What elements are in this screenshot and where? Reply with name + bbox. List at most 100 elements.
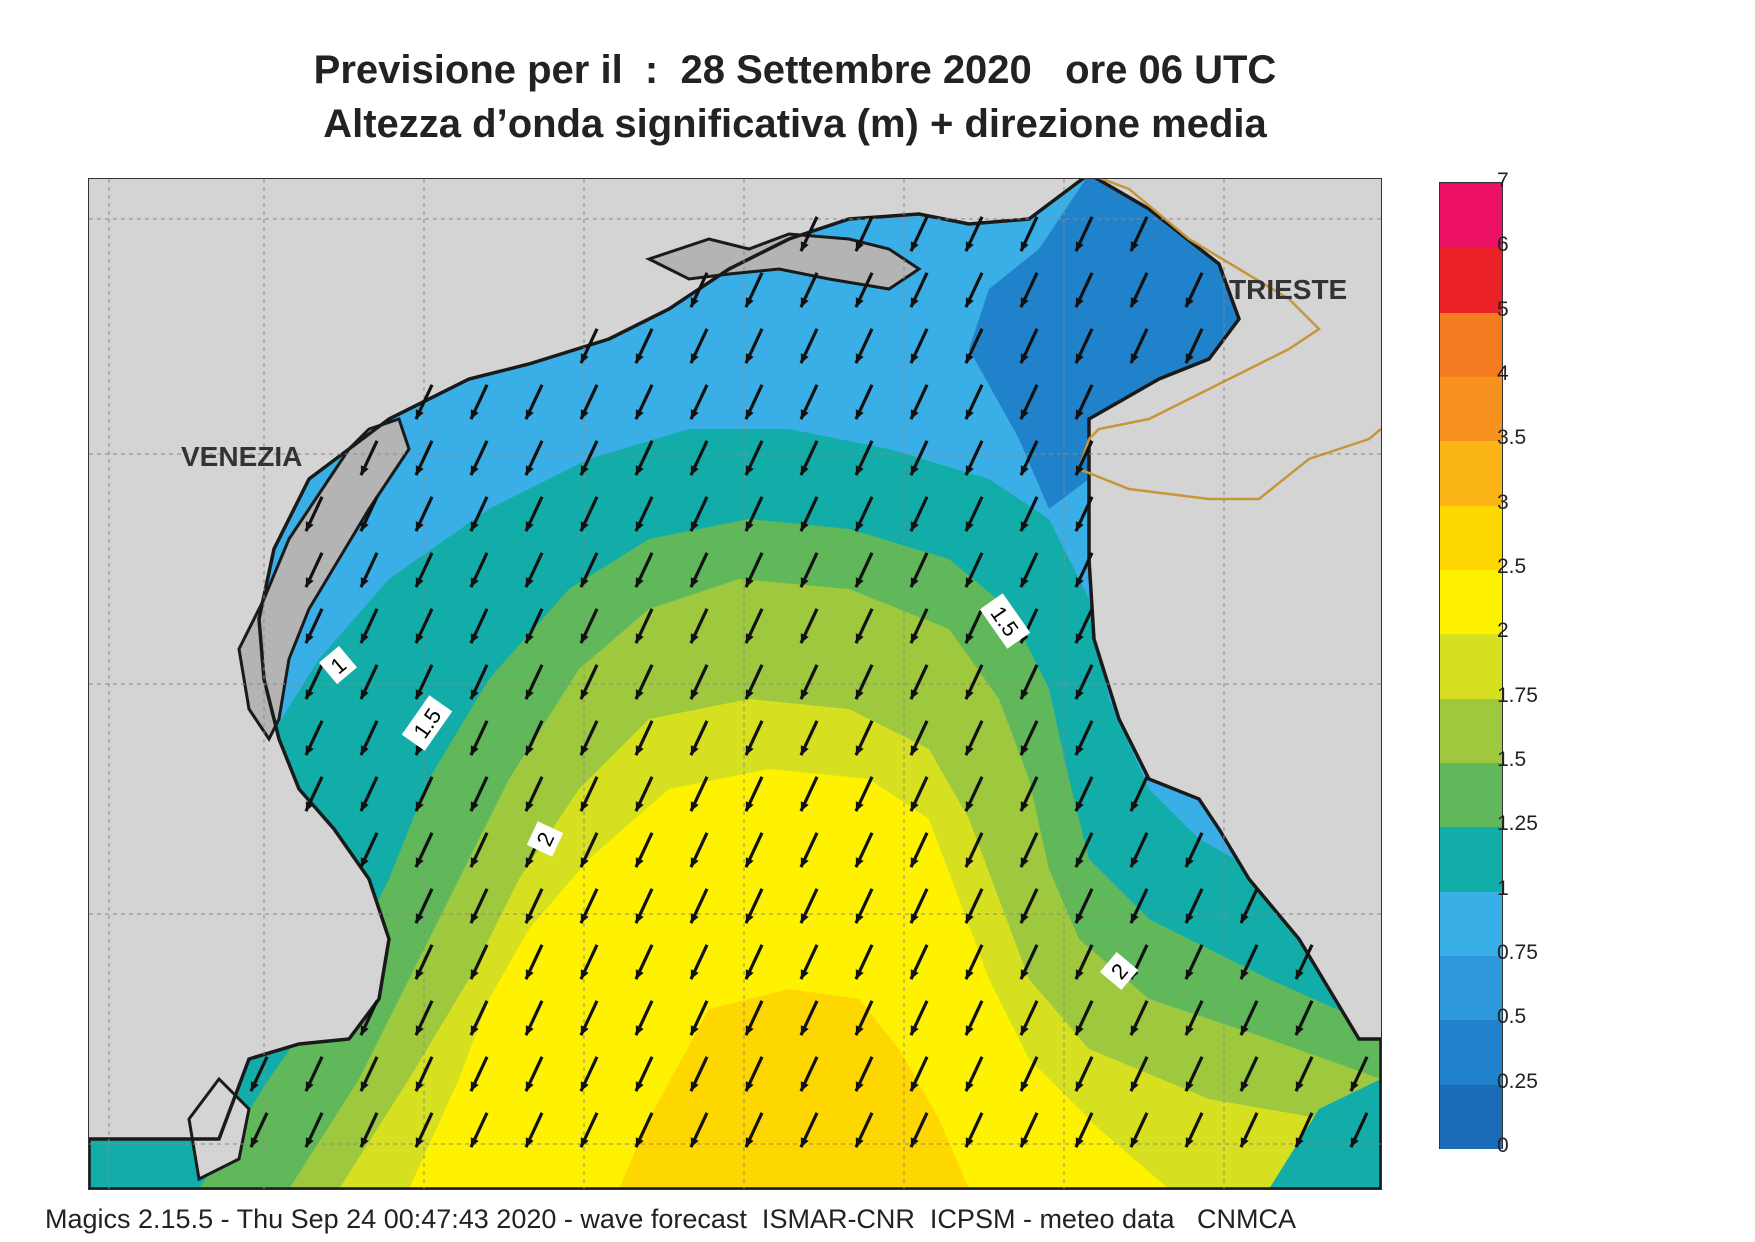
colorbar-tick-label: 0.75 (1497, 941, 1538, 964)
direction-arrow-head (415, 689, 424, 700)
direction-arrow-head (470, 1081, 479, 1092)
direction-arrow-head (360, 577, 369, 588)
direction-arrow-head (745, 297, 754, 308)
direction-arrow-head (1295, 1137, 1304, 1148)
direction-arrow-head (855, 801, 864, 812)
direction-arrow-head (415, 801, 424, 812)
direction-arrow-head (910, 633, 919, 644)
direction-arrow-head (1075, 521, 1084, 532)
direction-arrow-head (855, 913, 864, 924)
direction-arrow-head (1075, 689, 1084, 700)
direction-arrow-head (1075, 1081, 1084, 1092)
direction-arrow-head (910, 689, 919, 700)
colorbar-segment (1440, 440, 1502, 506)
direction-arrow-head (470, 857, 479, 868)
direction-arrow-head (360, 689, 369, 700)
direction-arrow-head (305, 689, 314, 700)
direction-arrow-head (910, 409, 919, 420)
colorbar (1439, 182, 1503, 1149)
direction-arrow-head (415, 465, 424, 476)
direction-arrow-head (580, 857, 589, 868)
direction-arrow-head (745, 689, 754, 700)
direction-arrow-head (1295, 1081, 1304, 1092)
direction-arrow-head (1240, 1137, 1249, 1148)
direction-arrow-head (800, 1025, 809, 1036)
direction-arrow-head (305, 577, 314, 588)
direction-arrow-head (635, 689, 644, 700)
direction-arrow-head (470, 689, 479, 700)
direction-arrow-head (415, 1025, 424, 1036)
direction-arrow-head (580, 353, 589, 364)
direction-arrow-head (855, 465, 864, 476)
colorbar-segment (1440, 697, 1502, 763)
direction-arrow-head (910, 353, 919, 364)
direction-arrow-head (965, 801, 974, 812)
direction-arrow-head (1185, 1025, 1194, 1036)
direction-arrow-head (415, 913, 424, 924)
direction-arrow-head (1240, 969, 1249, 980)
direction-arrow-head (470, 913, 479, 924)
direction-arrow-head (855, 969, 864, 980)
direction-arrow-head (965, 353, 974, 364)
direction-arrow-head (1020, 409, 1029, 420)
direction-arrow-head (635, 1137, 644, 1148)
direction-arrow-head (1130, 1081, 1139, 1092)
direction-arrow-head (1350, 1081, 1359, 1092)
direction-arrow-head (415, 857, 424, 868)
direction-arrow-head (965, 465, 974, 476)
direction-arrow-head (690, 521, 699, 532)
direction-arrow-head (360, 857, 369, 868)
direction-arrow-head (635, 1081, 644, 1092)
direction-arrow-head (525, 689, 534, 700)
direction-arrow-head (415, 969, 424, 980)
direction-arrow-head (580, 801, 589, 812)
direction-arrow-head (470, 409, 479, 420)
direction-arrow-head (1075, 913, 1084, 924)
direction-arrow-head (910, 1025, 919, 1036)
direction-arrow-head (470, 465, 479, 476)
direction-arrow-head (1185, 1137, 1194, 1148)
direction-arrow-head (800, 353, 809, 364)
direction-arrow-head (360, 521, 369, 532)
direction-arrow-head (965, 857, 974, 868)
direction-arrow-head (1020, 297, 1029, 308)
colorbar-tick-label: 1.5 (1497, 748, 1527, 771)
direction-arrow-head (745, 521, 754, 532)
direction-arrow-head (800, 969, 809, 980)
direction-arrow-head (1075, 353, 1084, 364)
direction-arrow-head (910, 745, 919, 756)
direction-arrow-head (580, 409, 589, 420)
direction-arrow-head (525, 857, 534, 868)
colorbar-tick-label: 0.25 (1497, 1069, 1538, 1093)
direction-arrow-head (1075, 857, 1084, 868)
colorbar-tick-label: 3 (1497, 490, 1509, 514)
direction-arrow-head (745, 913, 754, 924)
direction-arrow-head (745, 633, 754, 644)
direction-arrow-head (800, 465, 809, 476)
direction-arrow-head (910, 465, 919, 476)
direction-arrow-head (690, 857, 699, 868)
direction-arrow-head (1185, 913, 1194, 924)
colorbar-segment (1440, 183, 1502, 249)
colorbar-segment (1440, 247, 1502, 313)
direction-arrow-head (1075, 409, 1084, 420)
colorbar-segment (1440, 569, 1502, 635)
direction-arrow-head (800, 633, 809, 644)
direction-arrow-head (305, 633, 314, 644)
direction-arrow-head (965, 1081, 974, 1092)
direction-arrow-head (525, 745, 534, 756)
colorbar-tick-label: 1.75 (1497, 683, 1538, 707)
direction-arrow-head (415, 577, 424, 588)
direction-arrow-head (965, 409, 974, 420)
direction-arrow-head (470, 633, 479, 644)
contour-label-2-east: 2 (1099, 952, 1139, 990)
direction-arrow-head (1020, 745, 1029, 756)
footer-credits: Magics 2.15.5 - Thu Sep 24 00:47:43 2020… (45, 1204, 1297, 1234)
direction-arrow-head (910, 241, 919, 252)
direction-arrow-head (250, 1081, 259, 1092)
direction-arrow-head (965, 969, 974, 980)
direction-arrow-head (910, 1137, 919, 1148)
map-canvas: 1 1.5 1.5 2 2 (89, 179, 1381, 1189)
direction-arrow-head (855, 297, 864, 308)
direction-arrow-head (910, 1081, 919, 1092)
